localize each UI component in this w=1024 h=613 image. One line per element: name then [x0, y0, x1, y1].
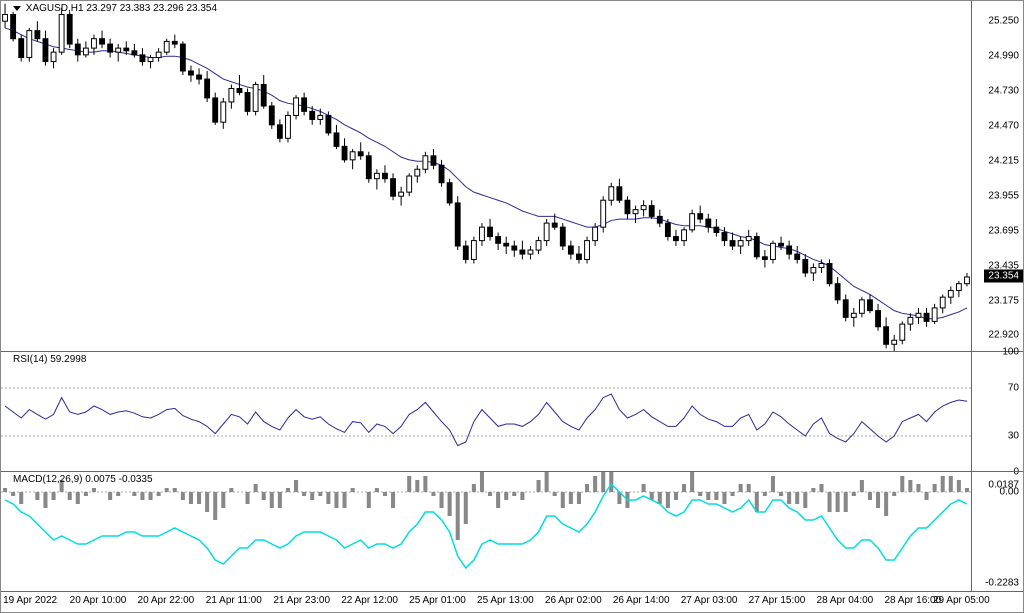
price-svg	[1, 1, 971, 351]
xaxis-labels: 19 Apr 2022 20 Apr 10:00 20 Apr 22:00 21 Ap…	[1, 592, 971, 613]
rsi-svg	[1, 352, 971, 472]
xaxis-panel: 19 Apr 2022 20 Apr 10:00 20 Apr 22:00 21 Ap…	[1, 591, 1023, 613]
macd-ytick: -0.2283	[985, 578, 1019, 589]
xaxis-tick: 22 Apr 12:00	[341, 595, 398, 606]
price-ytick: 24.990	[988, 51, 1019, 62]
price-ytick: 24.215	[988, 155, 1019, 166]
rsi-ytick: 30	[1008, 431, 1019, 442]
xaxis-tick: 20 Apr 22:00	[138, 595, 195, 606]
price-plot-area[interactable]	[1, 1, 971, 351]
xaxis-tick: 20 Apr 10:00	[70, 595, 127, 606]
price-ytick: 22.920	[988, 329, 1019, 340]
xaxis-tick: 19 Apr 2022	[3, 595, 57, 606]
macd-yaxis: 0.01870.00-0.2283	[971, 472, 1023, 591]
symbol-label: XAGUSD,H1	[26, 3, 84, 14]
rsi-ytick: 100	[1002, 347, 1019, 358]
macd-svg	[1, 472, 971, 592]
price-ytick: 23.435	[988, 260, 1019, 271]
price-ytick: 25.250	[988, 16, 1019, 27]
rsi-ytick: 70	[1008, 383, 1019, 394]
current-price-tag: 23.354	[984, 270, 1023, 283]
xaxis-tick: 27 Apr 03:00	[681, 595, 738, 606]
macd-ytick: 0.00	[1000, 487, 1019, 498]
xaxis-tick: 28 Apr 04:00	[817, 595, 874, 606]
xaxis-tick: 26 Apr 14:00	[613, 595, 670, 606]
price-ytick: 24.470	[988, 121, 1019, 132]
xaxis-tick: 26 Apr 02:00	[545, 595, 602, 606]
macd-panel[interactable]: MACD(12,26,9) 0.0075 -0.0335 0.01870.00-…	[1, 471, 1023, 591]
ohlc-label: 23.297 23.383 23.296 23.354	[86, 3, 217, 14]
xaxis-tick: 21 Apr 11:00	[206, 595, 262, 606]
chart-title: XAGUSD,H1 23.297 23.383 23.296 23.354	[13, 3, 217, 14]
price-panel[interactable]: XAGUSD,H1 23.297 23.383 23.296 23.354 23…	[1, 1, 1023, 351]
chart-container: XAGUSD,H1 23.297 23.383 23.296 23.354 23…	[0, 0, 1024, 613]
xaxis-tick: 25 Apr 01:00	[409, 595, 466, 606]
rsi-plot-area[interactable]	[1, 352, 971, 471]
xaxis-tick: 27 Apr 15:00	[749, 595, 806, 606]
price-yaxis: 23.354 25.250 24.990 24.730 24.470 24.215 23.…	[971, 1, 1023, 351]
price-ytick: 23.955	[988, 190, 1019, 201]
rsi-title: RSI(14) 59.2998	[13, 354, 86, 365]
xaxis-tick: 29 Apr 05:00	[933, 595, 990, 606]
rsi-yaxis: 10070300	[971, 352, 1023, 471]
price-ytick: 23.175	[988, 295, 1019, 306]
rsi-panel[interactable]: RSI(14) 59.2998 10070300	[1, 351, 1023, 471]
price-ytick: 23.695	[988, 225, 1019, 236]
macd-plot-area[interactable]	[1, 472, 971, 591]
macd-title: MACD(12,26,9) 0.0075 -0.0335	[13, 474, 153, 485]
xaxis-tick: 25 Apr 13:00	[477, 595, 534, 606]
price-ytick: 24.730	[988, 86, 1019, 97]
dropdown-icon[interactable]	[13, 6, 21, 11]
xaxis-tick: 21 Apr 23:00	[273, 595, 330, 606]
